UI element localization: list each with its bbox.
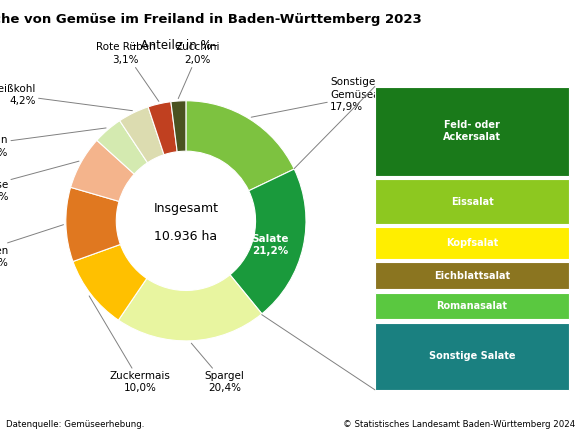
Text: Sonstige
Gemüsearten
17,9%: Sonstige Gemüsearten 17,9% (251, 78, 401, 117)
Bar (375, 262, 569, 289)
Wedge shape (186, 101, 294, 191)
Text: Feld- oder
Ackersalat: Feld- oder Ackersalat (443, 120, 501, 142)
Wedge shape (148, 102, 177, 155)
Bar (375, 293, 569, 319)
Text: Anbaufläche von Gemüse im Freiland in Baden-Württemberg 2023: Anbaufläche von Gemüse im Freiland in Ba… (0, 13, 422, 26)
Text: Speisezwiebeln
4,0%: Speisezwiebeln 4,0% (0, 128, 106, 158)
Bar (375, 87, 569, 176)
Text: Romanasalat: Romanasalat (436, 301, 508, 311)
Text: 10.936 ha: 10.936 ha (155, 230, 217, 243)
Wedge shape (66, 187, 120, 262)
Circle shape (119, 154, 253, 288)
Wedge shape (97, 121, 148, 174)
Text: Rote Rüben
3,1%: Rote Rüben 3,1% (96, 42, 159, 101)
Text: Datenquelle: Gemüseerhebung.: Datenquelle: Gemüseerhebung. (6, 420, 144, 429)
Wedge shape (73, 244, 147, 320)
Text: Zucchini
2,0%: Zucchini 2,0% (175, 42, 220, 99)
Bar (375, 179, 569, 224)
Text: Zuckermais
10,0%: Zuckermais 10,0% (89, 296, 171, 393)
Text: Möhren/Karotten
10,0%: Möhren/Karotten 10,0% (0, 225, 63, 268)
Text: Salate
21,2%: Salate 21,2% (251, 234, 289, 256)
Wedge shape (230, 169, 306, 314)
Wedge shape (171, 101, 186, 152)
Text: Kopfsalat: Kopfsalat (446, 238, 498, 248)
Text: Insgesamt: Insgesamt (153, 202, 218, 215)
Wedge shape (71, 140, 134, 201)
Bar (375, 227, 569, 259)
Text: Speisekürbisse
7,2%: Speisekürbisse 7,2% (0, 161, 79, 202)
Text: Eissalat: Eissalat (451, 197, 493, 207)
Text: – Anteile in %–: – Anteile in %– (131, 39, 217, 52)
Bar (375, 323, 569, 390)
Text: Weißkohl
4,2%: Weißkohl 4,2% (0, 84, 132, 111)
Text: © Statistisches Landesamt Baden-Württemberg 2024: © Statistisches Landesamt Baden-Württemb… (343, 420, 575, 429)
Text: Eichblattsalat: Eichblattsalat (434, 271, 510, 281)
Text: Spargel
20,4%: Spargel 20,4% (191, 343, 244, 393)
Wedge shape (120, 107, 164, 163)
Wedge shape (119, 275, 262, 341)
Text: Sonstige Salate: Sonstige Salate (429, 351, 515, 361)
